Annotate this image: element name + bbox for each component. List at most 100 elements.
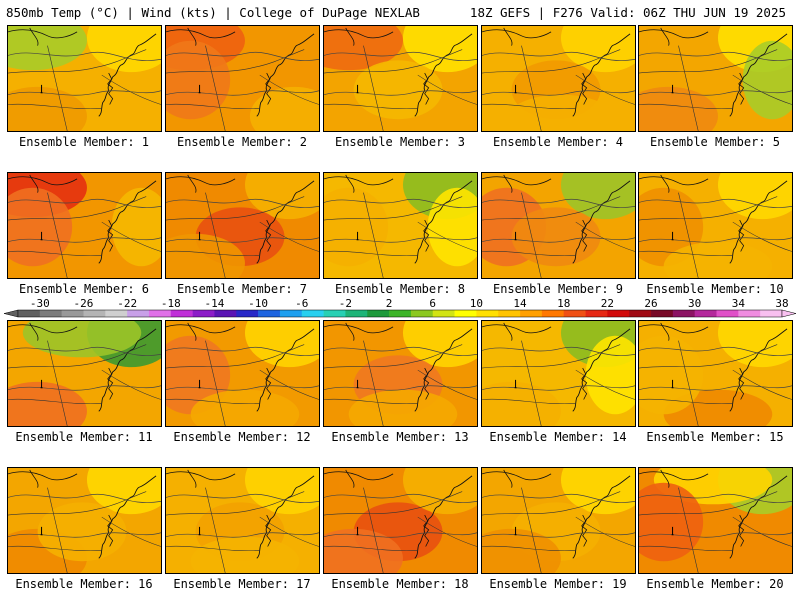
height-contours: [324, 494, 477, 538]
temperature-shading: [22, 321, 142, 358]
state-borders: [324, 340, 477, 426]
ensemble-member-label: Ensemble Member: 14: [489, 430, 627, 444]
wind-barb: [198, 231, 201, 241]
coastline: [572, 328, 631, 412]
height-contours: [482, 347, 635, 391]
colorbar-tick-label: 18: [557, 297, 570, 310]
state-borders: [8, 45, 161, 131]
wind-barb: [198, 379, 201, 389]
colorbar-tick-label: 14: [513, 297, 527, 310]
wind-barb: [356, 231, 359, 241]
colorbar-swatch: [127, 310, 150, 317]
colorbar-swatch: [105, 310, 128, 317]
state-borders: [8, 192, 161, 278]
ensemble-member-label: Ensemble Member: 9: [492, 282, 624, 296]
temperature-shading: [8, 86, 87, 131]
chesapeake-bay: [738, 514, 745, 547]
ensemble-member-map: [638, 172, 793, 279]
state-borders: [8, 487, 161, 573]
height-contours: [482, 52, 635, 96]
chesapeake-bay: [423, 514, 430, 547]
wind-barb: [514, 526, 517, 536]
coastline: [414, 328, 473, 412]
colorbar-tick-label: 10: [470, 297, 483, 310]
colorbar-swatch: [694, 310, 717, 317]
colorbar-swatch: [39, 310, 62, 317]
wind-barb: [198, 526, 201, 536]
ensemble-member-label: Ensemble Member: 18: [331, 577, 469, 591]
ensemble-member-label: Ensemble Member: 2: [176, 135, 308, 149]
coastline: [98, 180, 157, 264]
colorbar-swatch: [18, 310, 41, 317]
wind-barb: [356, 379, 359, 389]
colorbar-tick-label: 6: [429, 297, 436, 310]
colorbar-swatch: [323, 310, 346, 317]
ensemble-member-map: [165, 25, 320, 132]
state-borders: [482, 340, 635, 426]
colorbar-swatch: [410, 310, 434, 317]
ensemble-member-map: [165, 172, 320, 279]
ensemble-member-map: [7, 172, 162, 279]
coastline: [98, 328, 157, 412]
state-borders: [166, 487, 319, 573]
height-contours: [166, 199, 319, 243]
colorbar-tick-label: -22: [117, 297, 137, 310]
temperature-shading: [324, 26, 403, 71]
coastline: [729, 180, 788, 264]
height-contours: [639, 494, 792, 538]
chesapeake-bay: [738, 219, 745, 252]
chesapeake-bay: [581, 514, 588, 547]
ensemble-member-label: Ensemble Member: 16: [15, 577, 153, 591]
temperature-shading: [506, 94, 616, 131]
coastline: [256, 328, 315, 412]
ensemble-member-label: Ensemble Member: 7: [176, 282, 308, 296]
ensemble-member-label: Ensemble Member: 13: [331, 430, 469, 444]
colorbar-swatch: [476, 310, 499, 317]
height-contours: [639, 52, 792, 96]
height-contours: [482, 199, 635, 243]
height-contours: [482, 494, 635, 538]
great-lakes: [639, 174, 709, 193]
great-lakes: [324, 27, 394, 46]
coastline: [414, 180, 473, 264]
ensemble-member-map: [638, 467, 793, 574]
colorbar-tick-label: -30: [30, 297, 50, 310]
chesapeake-bay: [738, 72, 745, 105]
height-contours: [324, 199, 477, 243]
state-borders: [324, 487, 477, 573]
great-lakes: [166, 322, 236, 341]
chesapeake-bay: [265, 219, 272, 252]
state-borders: [482, 487, 635, 573]
chesapeake-bay: [423, 367, 430, 400]
wind-barb: [514, 84, 517, 94]
great-lakes: [324, 322, 394, 341]
height-contours: [8, 199, 161, 243]
chesapeake-bay: [423, 219, 430, 252]
colorbar-tick-label: 34: [732, 297, 746, 310]
wind-barb: [671, 379, 674, 389]
height-contours: [166, 494, 319, 538]
temperature-shading: [8, 381, 87, 426]
state-borders: [166, 192, 319, 278]
ensemble-member-label: Ensemble Member: 3: [334, 135, 466, 149]
coastline: [256, 475, 315, 559]
run-valid-time: 18Z GEFS | F276 Valid: 06Z THU JUN 19 20…: [469, 5, 786, 20]
colorbar-tick-label: -18: [161, 297, 181, 310]
wind-barb: [40, 526, 43, 536]
colorbar-tick-label: 30: [688, 297, 701, 310]
great-lakes: [166, 469, 236, 488]
coastline: [414, 475, 473, 559]
great-lakes: [482, 469, 552, 488]
ensemble-member-map: [165, 320, 320, 427]
great-lakes: [8, 322, 78, 341]
colorbar-tick-label: -10: [248, 297, 268, 310]
colorbar-swatch: [585, 310, 608, 317]
ensemble-member-label: Ensemble Member: 19: [489, 577, 627, 591]
chesapeake-bay: [107, 219, 114, 252]
wind-barb: [514, 231, 517, 241]
colorbar-swatch: [629, 310, 652, 317]
height-contours: [324, 52, 477, 96]
state-borders: [166, 340, 319, 426]
great-lakes: [639, 27, 709, 46]
state-borders: [166, 45, 319, 131]
